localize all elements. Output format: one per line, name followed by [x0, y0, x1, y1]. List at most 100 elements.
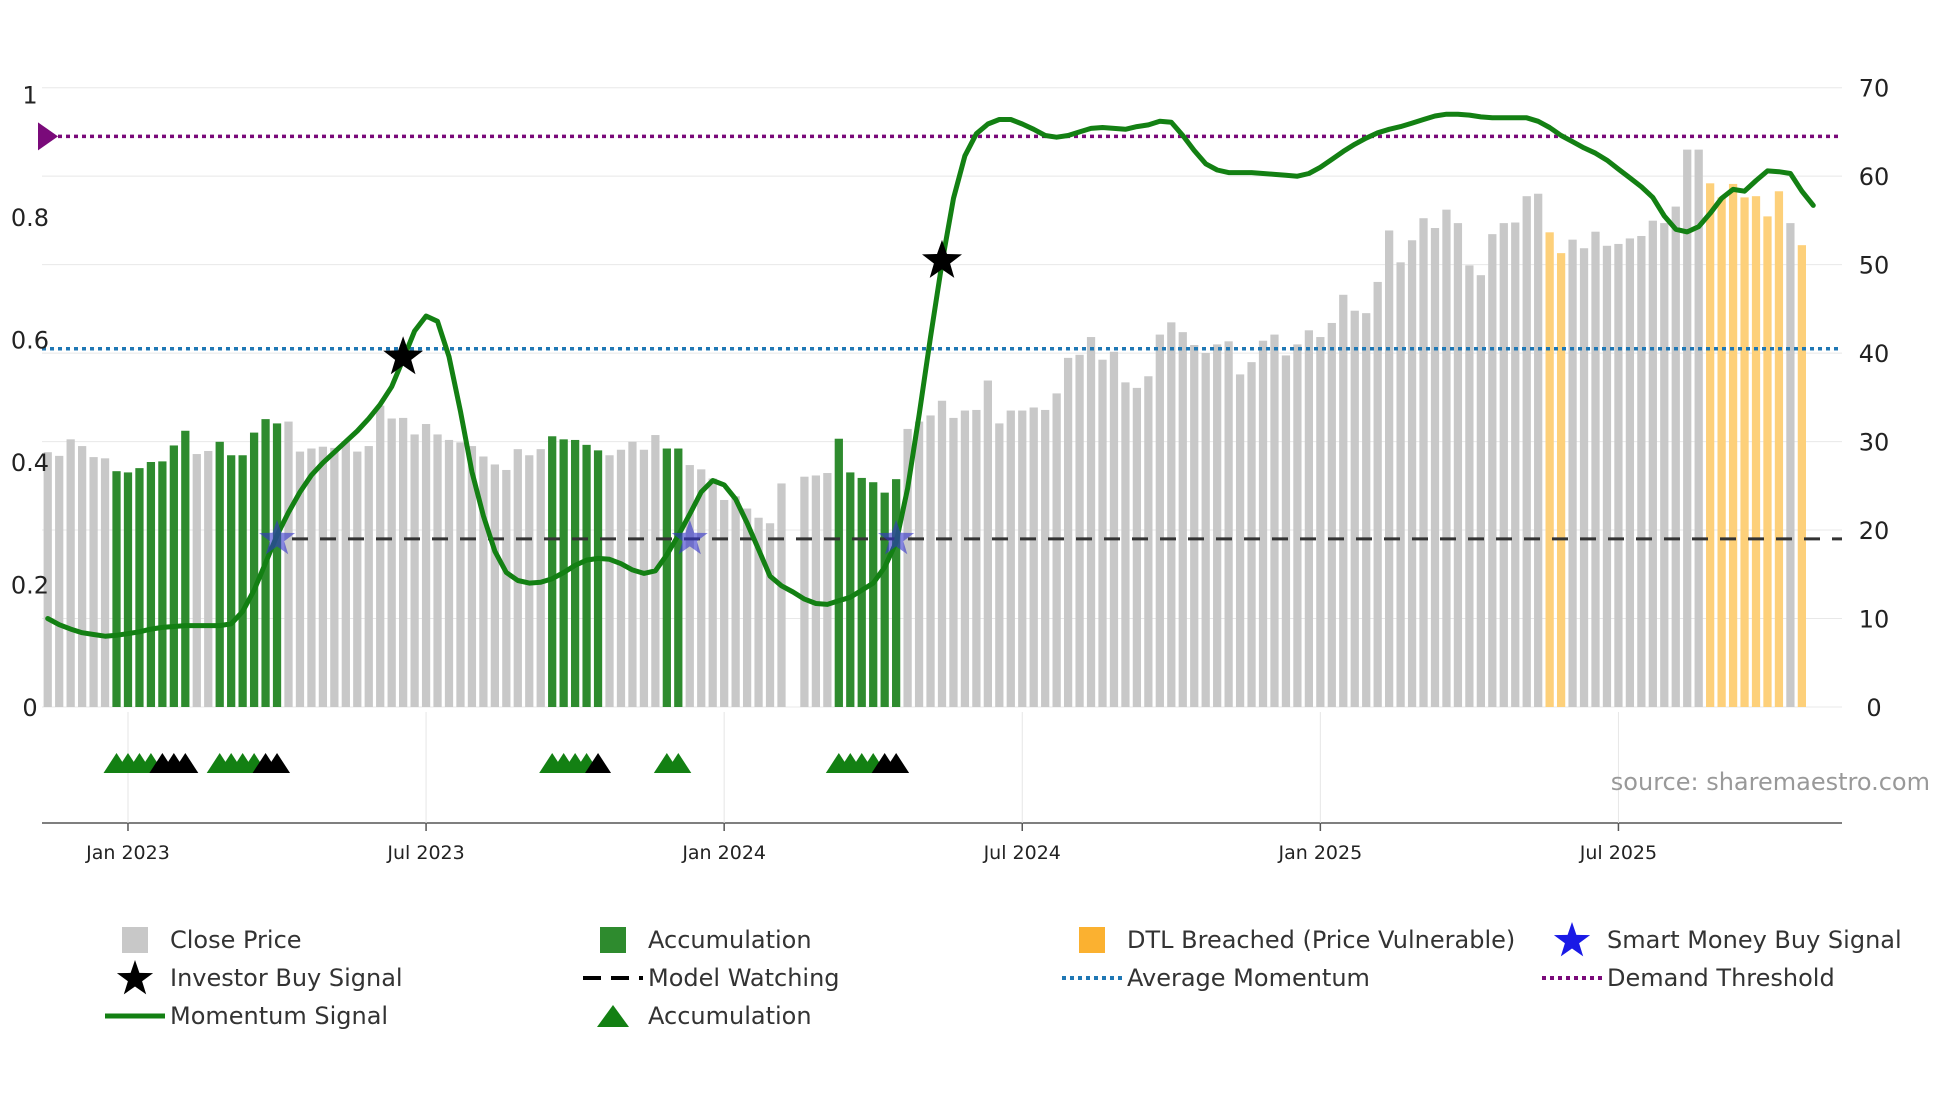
price-bar [353, 451, 362, 707]
price-bar [1385, 230, 1394, 707]
price-bar [1740, 197, 1749, 707]
price-bar [1751, 196, 1761, 708]
price-bar [697, 469, 706, 707]
price-bar [1270, 334, 1279, 707]
price-bar [1717, 197, 1726, 707]
price-bar [628, 441, 637, 707]
price-bar [811, 475, 821, 707]
price-bar [467, 446, 477, 707]
price-bar [754, 517, 763, 707]
price-bar [78, 446, 87, 707]
price-bar [410, 434, 419, 707]
price-bar [1637, 235, 1646, 708]
price-bar [914, 421, 924, 707]
price-bar [823, 473, 832, 707]
demand-threshold-marker [38, 122, 58, 151]
price-bar [605, 455, 614, 707]
price-bar [502, 469, 511, 707]
price-bar [215, 441, 224, 707]
price-bar [318, 446, 328, 707]
price-bar [181, 430, 190, 707]
price-bar [1339, 294, 1348, 707]
left-axis-tick: 0.6 [11, 327, 49, 355]
overlay-lines [38, 111, 1842, 639]
price-bar [1350, 310, 1359, 707]
price-bar [1614, 243, 1623, 707]
price-bar [765, 523, 775, 707]
price-bar [1213, 344, 1222, 707]
close-price-bars [43, 149, 1806, 708]
price-bar [1109, 351, 1119, 707]
price-bar [972, 409, 981, 707]
right-axis-tick: 20 [1859, 517, 1890, 545]
price-bar [1694, 149, 1703, 707]
accumulation-triangle [172, 753, 199, 773]
price-bar [880, 492, 889, 707]
price-bar [1247, 362, 1256, 707]
price-bar [444, 439, 454, 707]
price-bar [800, 476, 809, 707]
price-bar [330, 447, 339, 707]
right-axis-tick: 30 [1859, 429, 1890, 457]
price-bar [1499, 223, 1508, 707]
price-bar [123, 472, 133, 707]
price-bar [1086, 337, 1096, 707]
signal-markers [259, 239, 962, 555]
price-bar [307, 448, 316, 707]
right-axis-tick: 0 [1866, 694, 1881, 722]
price-bar [490, 464, 499, 707]
price-bar [43, 452, 52, 707]
price-bar [421, 424, 431, 707]
x-axis-label: Jan 2023 [85, 842, 170, 864]
price-bar [1511, 222, 1520, 707]
right-axis-tick: 50 [1859, 252, 1890, 280]
price-bar [249, 432, 259, 707]
investor-buy-star [922, 239, 962, 278]
price-bar [192, 454, 201, 707]
price-bar [66, 439, 75, 707]
price-bar [399, 417, 408, 707]
price-bar [1258, 340, 1268, 707]
price-bar [1132, 387, 1142, 707]
price-bar [238, 455, 247, 707]
price-bar [1465, 265, 1474, 707]
price-bar [1602, 245, 1612, 707]
price-bar [1442, 209, 1451, 707]
price-bar [284, 421, 293, 707]
price-bar [1201, 352, 1210, 707]
price-bar [1648, 220, 1657, 708]
right-axis-tick: 40 [1859, 340, 1890, 368]
left-axis-tick: 1 [22, 82, 37, 110]
price-bar [1063, 357, 1073, 707]
accumulation-triangle [883, 753, 910, 773]
price-bar [158, 461, 167, 707]
price-bar [1396, 262, 1405, 707]
price-bar [834, 438, 843, 707]
price-bar [1041, 409, 1050, 707]
price-bar [777, 483, 786, 707]
price-bar [1304, 330, 1314, 707]
price-bar [479, 456, 488, 707]
right-axis-tick: 60 [1859, 163, 1890, 191]
price-bar [456, 442, 465, 707]
right-axis-tick: 10 [1859, 606, 1890, 634]
price-bar [616, 449, 626, 707]
price-bar [1683, 149, 1692, 707]
price-bar [1786, 223, 1795, 707]
price-bar [1316, 337, 1325, 707]
price-bar [926, 415, 935, 707]
x-axis-label: Jul 2023 [386, 842, 464, 864]
price-bar [1556, 253, 1566, 707]
x-axis-label: Jan 2024 [681, 842, 766, 864]
price-bar [387, 418, 396, 707]
accumulation-panel: Jan 2023 Jul 2023 Jan 2024 Jul 2024 Jan 2025… [42, 712, 1842, 864]
price-bar [1706, 183, 1715, 707]
price-bar [1534, 193, 1543, 708]
price-bar [227, 455, 236, 707]
price-bar [1522, 196, 1531, 708]
price-bar [892, 479, 901, 707]
price-bar [1476, 275, 1485, 707]
x-axis-label: Jan 2025 [1278, 842, 1363, 864]
source-label: source: sharemaestro.com [1610, 768, 1930, 796]
